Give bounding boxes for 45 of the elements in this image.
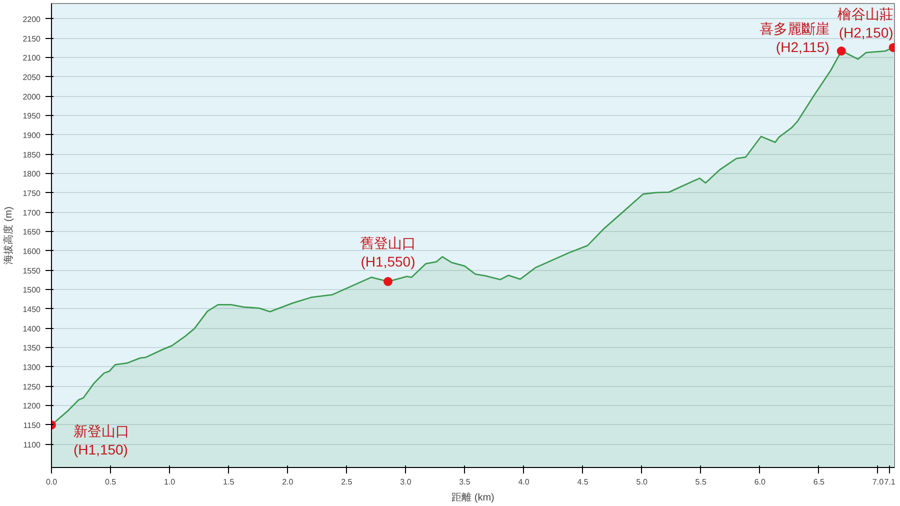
y-tick-label: 1750 <box>22 188 42 198</box>
x-tick-label: 4.0 <box>518 478 530 486</box>
y-tick-label: 1450 <box>22 304 42 314</box>
y-tick-label: 1900 <box>22 130 42 140</box>
y-tick-label: 1700 <box>22 208 42 218</box>
y-tick-label: 1300 <box>22 362 42 372</box>
y-tick-label: 1600 <box>22 246 42 256</box>
x-tick-label: 2.0 <box>282 478 294 486</box>
y-tick-label: 1650 <box>22 228 42 237</box>
y-tick-label: 2200 <box>22 14 42 24</box>
x-tick-label: 2.5 <box>341 478 353 486</box>
y-tick-label: 2050 <box>22 72 42 82</box>
x-tick-label: 1.5 <box>223 478 235 486</box>
x-tick-label: 0.5 <box>104 478 117 486</box>
x-tick-label: 7.0 <box>872 478 884 486</box>
y-tick-label: 2000 <box>22 92 42 102</box>
x-tick-label: 5.0 <box>636 478 648 486</box>
y-tick-label: 1500 <box>22 286 42 295</box>
y-tick-label: 2100 <box>22 54 42 63</box>
x-tick-label: 3.0 <box>400 478 412 486</box>
annotation: 檜谷山莊 (H2,150) <box>837 6 894 41</box>
x-tick-label: 1.0 <box>164 478 176 486</box>
y-tick-label: 1550 <box>22 266 42 276</box>
y-tick-label: 1350 <box>22 344 42 353</box>
x-axis-title: 距離 (km) <box>452 492 494 504</box>
y-tick-label: 1250 <box>22 382 42 392</box>
y-tick-label: 1200 <box>22 402 42 411</box>
y-axis-title: 海拔高度 (m) <box>2 206 15 264</box>
x-tick-label: 7.1 <box>884 478 896 486</box>
x-tick-label: 3.5 <box>459 478 471 486</box>
annotation: 新登山口 (H1,150) <box>74 422 130 458</box>
y-tick-label: 1400 <box>22 324 42 334</box>
x-tick-label: 5.5 <box>695 478 707 486</box>
annotation: 舊登山口 (H1,550) <box>360 235 416 270</box>
y-tick-label: 1850 <box>22 150 42 160</box>
annotation: 喜多麗斷崖 (H2,115) <box>759 20 830 56</box>
y-tick-label: 1950 <box>22 112 42 121</box>
y-tick-label: 1100 <box>23 440 42 450</box>
x-tick-label: 6.5 <box>813 478 826 486</box>
x-tick-label: 6.0 <box>754 478 766 486</box>
x-tick-label: 0.0 <box>46 478 58 486</box>
y-tick-label: 2150 <box>22 34 42 44</box>
y-tick-label: 1150 <box>23 420 42 430</box>
x-tick-label: 4.5 <box>577 478 589 486</box>
y-tick-label: 1800 <box>22 170 42 179</box>
